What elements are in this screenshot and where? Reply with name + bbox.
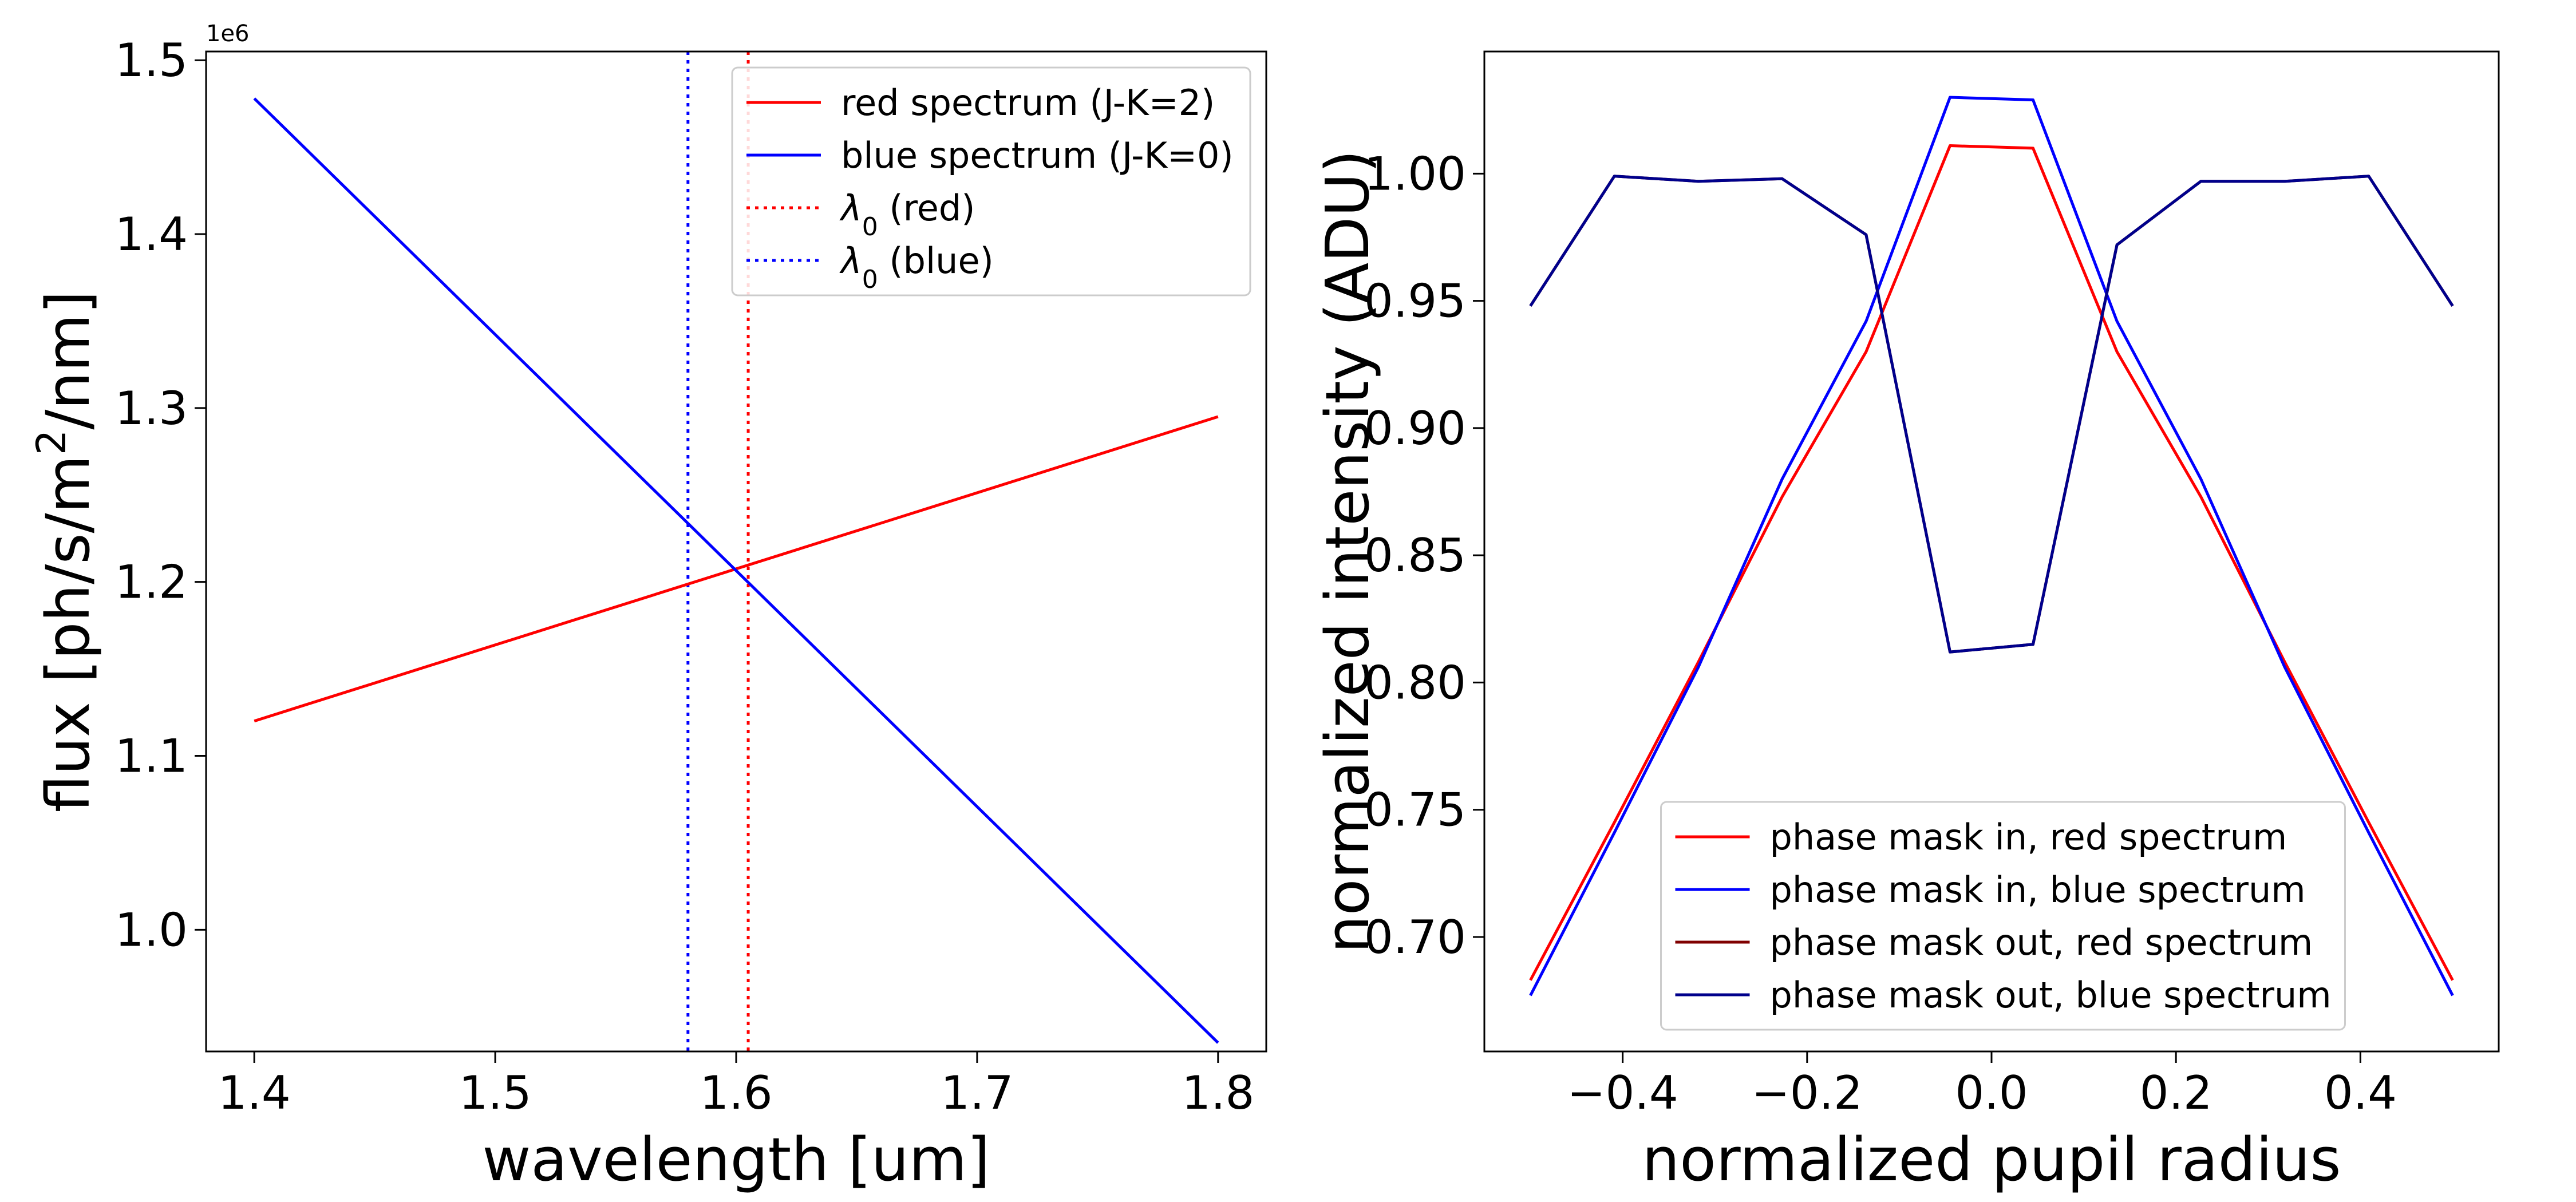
series-line-3 bbox=[1529, 175, 2454, 654]
y-tick-label: 1.00 bbox=[1364, 147, 1466, 200]
y-tick-label: 1.2 bbox=[115, 556, 188, 609]
y-tick-label: 1.0 bbox=[115, 903, 188, 956]
y-tick-label: 1.1 bbox=[115, 729, 188, 782]
legend-label: λ0 (blue) bbox=[839, 240, 994, 294]
y-tick-label: 0.95 bbox=[1364, 275, 1466, 328]
y-tick-label: 1.3 bbox=[115, 382, 188, 435]
legend-label: phase mask out, red spectrum bbox=[1770, 922, 2313, 963]
intensity-vs-pupil-radius-chart: −0.4 −0.2 0.0 0.2 0.4 0.70 0.75 0.80 0.85 0.90 0.9… bbox=[1313, 50, 2500, 1195]
flux-vs-wavelength-chart: 1.4 1.5 1.6 1.7 1.8 1.0 1.1 1.2 1.3 1.4 1.5 1e6 wave… bbox=[28, 21, 1267, 1195]
y-tick-label: 0.80 bbox=[1364, 656, 1466, 709]
x-tick-label: 1.5 bbox=[459, 1066, 531, 1120]
x-tick-label: −0.4 bbox=[1567, 1066, 1678, 1120]
legend-box bbox=[731, 66, 1251, 296]
series-line-4 bbox=[1529, 175, 2454, 654]
y-tick-label: 0.75 bbox=[1364, 784, 1466, 837]
legend-label: phase mask out, blue spectrum bbox=[1770, 974, 2332, 1016]
legend-label: phase mask in, blue spectrum bbox=[1770, 869, 2306, 911]
legend-label: phase mask in, red spectrum bbox=[1770, 816, 2287, 858]
x-tick-label: 1.6 bbox=[700, 1066, 772, 1120]
series-line-1 bbox=[1529, 144, 2454, 981]
y-tick-label: 0.90 bbox=[1364, 402, 1466, 455]
x-tick-label: −0.2 bbox=[1752, 1066, 1863, 1120]
x-axis-label: normalized pupil radius bbox=[1642, 1125, 2341, 1195]
series-line-2 bbox=[1529, 96, 2454, 997]
x-tick-label: 1.8 bbox=[1182, 1066, 1254, 1120]
y-tick-label: 1.5 bbox=[115, 34, 188, 87]
y-tick-label: 0.70 bbox=[1364, 911, 1466, 964]
x-tick-label: 0.2 bbox=[2140, 1066, 2212, 1120]
series-line-2 bbox=[253, 97, 1219, 1044]
y-offset-text: 1e6 bbox=[206, 21, 250, 47]
x-tick-label: 0.0 bbox=[1955, 1066, 2028, 1120]
x-tick-label: 0.4 bbox=[2324, 1066, 2397, 1120]
legend-label: λ0 (red) bbox=[839, 187, 975, 242]
y-axis-label: flux [ph/s/m2/nm] bbox=[28, 291, 103, 813]
legend-label: red spectrum (J-K=2) bbox=[841, 82, 1215, 124]
x-tick-label: 1.7 bbox=[941, 1066, 1013, 1120]
x-axis-label: wavelength [um] bbox=[482, 1125, 990, 1195]
legend: phase mask in, red spectrum phase mask in… bbox=[1660, 801, 2346, 1031]
y-axis-label: normalized intensity (ADU) bbox=[1313, 150, 1382, 953]
legend-box bbox=[1660, 801, 2346, 1031]
x-tick-label: 1.4 bbox=[218, 1066, 291, 1120]
y-tick-label: 1.4 bbox=[115, 208, 188, 261]
plot-area bbox=[1529, 96, 2454, 997]
legend-label: blue spectrum (J-K=0) bbox=[841, 135, 1234, 176]
legend: red spectrum (J-K=2) blue spectrum (J-K=0… bbox=[731, 66, 1251, 296]
plot-area bbox=[253, 52, 1219, 1051]
y-tick-label: 0.85 bbox=[1364, 529, 1466, 582]
